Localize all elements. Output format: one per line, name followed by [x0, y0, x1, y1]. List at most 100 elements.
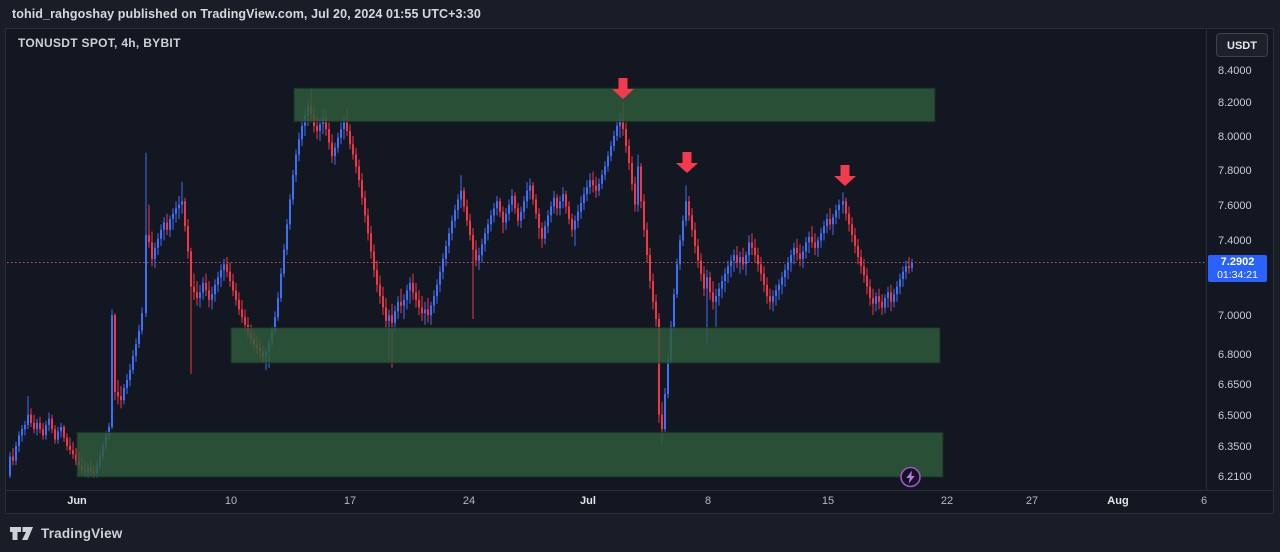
candle-body	[893, 294, 895, 302]
candle-body	[24, 425, 26, 430]
currency-unit-button[interactable]: USDT	[1216, 33, 1268, 57]
time-axis-label: 22	[940, 495, 954, 507]
candle-body	[733, 255, 735, 261]
candle-body	[884, 298, 886, 308]
candle-body	[556, 197, 558, 209]
candle-body	[199, 292, 201, 298]
time-axis-label: 24	[462, 495, 476, 507]
candle-body	[502, 211, 504, 223]
candle-body	[598, 183, 600, 191]
candle-body	[235, 290, 237, 300]
candle-body	[114, 315, 116, 392]
candle-body	[860, 257, 862, 267]
candle-body	[739, 257, 741, 263]
time-axis[interactable]: Jun 10 17 24 Jul 8 15 22 27 Aug 6	[6, 490, 1273, 514]
chart-canvas[interactable]	[6, 29, 1206, 490]
demand-zone-lower[interactable]	[76, 431, 944, 478]
candle-body	[202, 282, 204, 293]
candle-body	[845, 201, 847, 214]
candle-body	[890, 292, 892, 302]
candle-body	[12, 456, 14, 461]
candle-body	[775, 290, 777, 297]
candle-body	[526, 190, 528, 202]
candle-body	[562, 194, 564, 202]
candle-body	[196, 292, 198, 298]
price-axis[interactable]: USDT 7.2902 01:34:21 8.4000 8.2000 8.0000 7…	[1207, 29, 1273, 490]
candle-body	[694, 229, 696, 246]
candle-body	[625, 129, 627, 146]
candle-body	[340, 129, 342, 138]
candle-body	[442, 258, 444, 272]
candle-body	[661, 414, 663, 430]
down-arrow-icon[interactable]	[676, 152, 698, 173]
candle-body	[541, 227, 543, 239]
price-axis-label: 6.3500	[1218, 441, 1252, 453]
candle-body	[445, 246, 447, 259]
candle-body	[532, 185, 534, 200]
candle-body	[433, 296, 435, 306]
candle-body	[766, 284, 768, 297]
footer-brand[interactable]: TradingView	[10, 523, 122, 543]
candle-body	[784, 269, 786, 278]
candle-body	[634, 183, 636, 205]
down-arrow-icon[interactable]	[612, 78, 634, 99]
candle-body	[358, 166, 360, 181]
candle-body	[280, 273, 282, 298]
candle-body	[799, 253, 801, 259]
candle-body	[424, 309, 426, 314]
candle-body	[487, 224, 489, 234]
candle-body	[169, 219, 171, 230]
candle-body	[727, 266, 729, 274]
candle-body	[550, 206, 552, 216]
candle-body	[905, 266, 907, 272]
demand-zone-middle[interactable]	[230, 327, 941, 364]
candle-body	[866, 275, 868, 287]
candle-body	[676, 264, 678, 295]
candle-body	[778, 284, 780, 291]
supply-zone-upper[interactable]	[293, 87, 936, 123]
candle-body	[514, 195, 516, 209]
candle-body	[721, 281, 723, 289]
candle-body	[547, 215, 549, 227]
candle-body	[319, 124, 321, 131]
candle-body	[9, 456, 11, 476]
down-arrow-icon[interactable]	[834, 165, 856, 186]
candle-body	[842, 201, 844, 205]
candle-body	[172, 213, 174, 219]
candle-body	[217, 277, 219, 285]
candle-body	[568, 206, 570, 219]
candle-body	[679, 240, 681, 265]
candle-body	[120, 396, 122, 401]
candle-body	[45, 425, 47, 436]
candle-body	[863, 266, 865, 276]
candle-body	[616, 125, 618, 136]
candle-body	[436, 284, 438, 297]
candle-body	[376, 269, 378, 285]
candle-body	[535, 199, 537, 214]
candle-body	[346, 122, 348, 131]
candle-body	[145, 235, 147, 314]
candle-body	[869, 286, 871, 298]
candle-body	[373, 251, 375, 270]
candle-body	[649, 255, 651, 281]
candle-body	[178, 204, 180, 209]
candle-body	[397, 301, 399, 312]
candle-body	[132, 356, 134, 370]
candle-body	[748, 242, 750, 256]
time-axis-label: 6	[1200, 495, 1208, 507]
candle-body	[66, 437, 68, 446]
candle-body	[763, 273, 765, 285]
time-axis-label: 8	[704, 495, 712, 507]
candle-body	[187, 226, 189, 252]
candle-body	[364, 197, 366, 216]
candle-body	[896, 286, 898, 295]
candle-body	[108, 427, 110, 436]
candle-body	[565, 194, 567, 207]
candle-body	[505, 213, 507, 223]
candle-body	[60, 427, 62, 432]
price-axis-label: 8.2000	[1218, 97, 1252, 110]
candle-body	[574, 220, 576, 230]
candle-body	[349, 130, 351, 145]
candle-body	[193, 286, 195, 293]
chart-pane[interactable]: TONUSDT SPOT, 4h, BYBIT	[6, 29, 1207, 490]
